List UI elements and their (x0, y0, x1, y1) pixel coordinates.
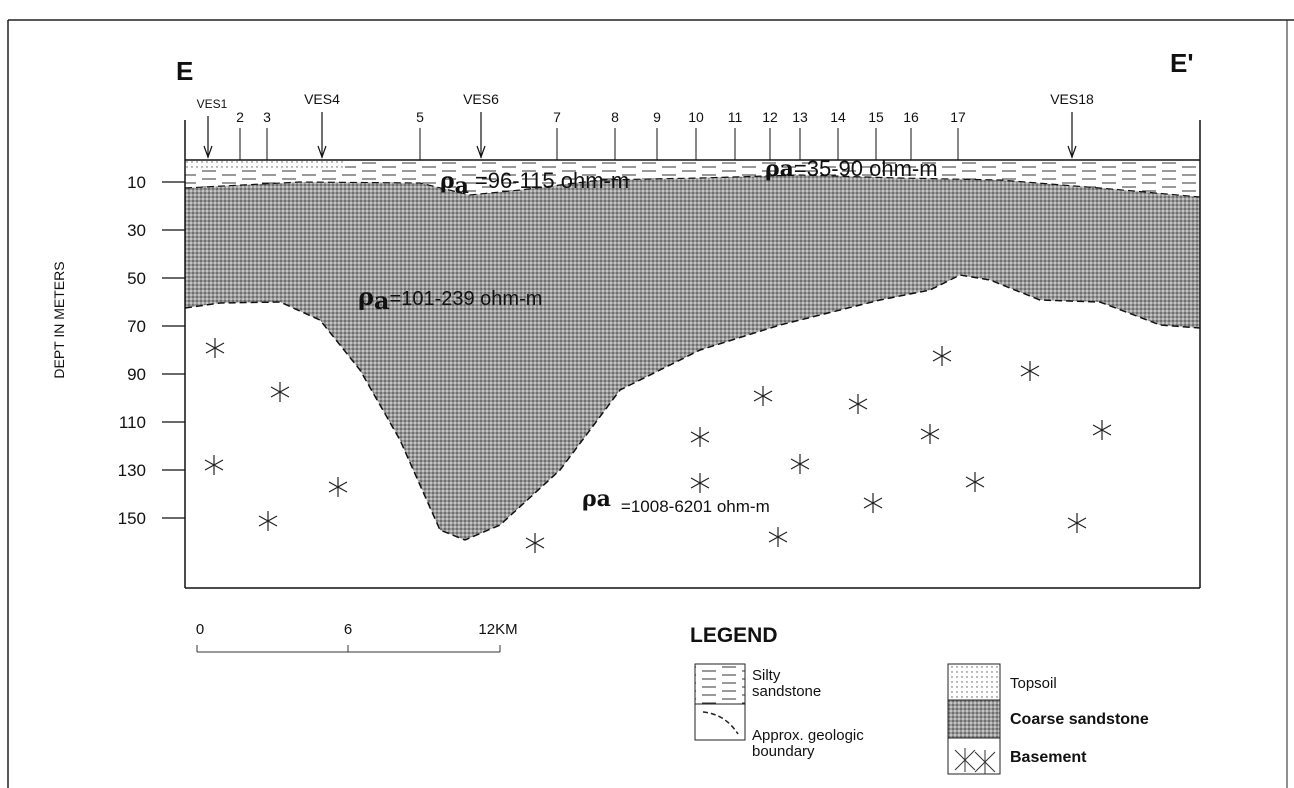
basement-star (204, 455, 224, 475)
basement-star (1067, 513, 1087, 533)
station-label: 9 (653, 109, 661, 125)
legend-text: Basement (1010, 749, 1087, 766)
station-label: 10 (688, 109, 704, 125)
station-label: 5 (416, 109, 424, 125)
depth-axis-title: DEPT IN METERS (51, 261, 67, 378)
depth-label: 30 (127, 221, 146, 240)
rho-subscript: a (455, 173, 469, 199)
rho-value: =1008-6201 ohm-m (621, 497, 770, 516)
station-label: 7 (553, 109, 561, 125)
basement-star (768, 527, 788, 547)
depth-label: 90 (127, 365, 146, 384)
station-label: VES6 (463, 91, 499, 107)
basement-star (690, 427, 710, 447)
legend-text: Coarse sandstone (1010, 711, 1149, 728)
legend-swatch (947, 699, 1001, 739)
coarse-sandstone-layer (185, 175, 1200, 540)
legend-basement-symbol (954, 748, 996, 774)
legend-title: LEGEND (690, 624, 778, 647)
legend-text: Topsoil (1010, 675, 1057, 692)
basement-star (525, 533, 545, 553)
rho-value: =101-239 ohm-m (390, 288, 543, 310)
legend-text: sandstone (752, 683, 821, 700)
station-label: 8 (611, 109, 619, 125)
depth-label: 110 (119, 413, 146, 432)
station-label: 17 (950, 109, 966, 125)
legend-swatch (947, 663, 1001, 701)
station-label: 12 (762, 109, 778, 125)
station-label: VES1 (197, 97, 228, 111)
rho-subscript: a (597, 486, 611, 512)
rho-symbol: ρ (582, 486, 597, 512)
legend-swatch (694, 703, 746, 741)
rho-symbol: ρ (765, 156, 780, 182)
basement-star (790, 454, 810, 474)
scale-label: 6 (344, 621, 352, 638)
depth-label: 70 (127, 317, 146, 336)
basement-star (863, 493, 883, 513)
rho-subscript: a (374, 286, 390, 315)
rho-value: =35-90 ohm-m (794, 156, 938, 181)
station-label: 15 (868, 109, 884, 125)
legend-text: Silty (752, 667, 781, 684)
basement-star (1020, 361, 1040, 381)
rho-symbol: ρ (358, 282, 374, 311)
resistivity-label: ρa=101-239 ohm-m (358, 282, 542, 315)
scale-label: 12KM (478, 621, 517, 638)
arrow-head (203, 145, 213, 159)
legend-text: Approx. geologic (752, 727, 864, 744)
rho-subscript: a (780, 156, 794, 182)
resistivity-label: ρa =96-115 ohm-m (440, 168, 629, 199)
resistivity-label: ρa=35-90 ohm-m (765, 156, 938, 182)
depth-label: 50 (127, 269, 146, 288)
depth-label: 130 (118, 461, 146, 480)
arrow-head (476, 145, 486, 159)
station-label: 2 (236, 109, 244, 125)
station-label: VES4 (304, 91, 340, 107)
rho-symbol: ρ (440, 168, 455, 194)
basement-boundary (184, 274, 1201, 541)
depth-label: 150 (118, 509, 146, 528)
basement-star (932, 346, 952, 366)
resistivity-label: ρa =1008-6201 ohm-m (582, 486, 770, 516)
station-label: 16 (903, 109, 919, 125)
right-label: E' (1170, 48, 1194, 78)
basement-star (753, 386, 773, 406)
arrow-head (317, 145, 327, 159)
rho-value: =96-115 ohm-m (475, 168, 629, 193)
arrow-head (1067, 145, 1077, 159)
station-label: 13 (792, 109, 808, 125)
basement-star (258, 511, 278, 531)
basement-star (965, 472, 985, 492)
basement-symbols (204, 338, 1112, 553)
depth-label: 10 (127, 173, 146, 192)
basement-star (270, 382, 290, 402)
basement-star (328, 477, 348, 497)
legend-text: boundary (752, 743, 815, 760)
basement-star (920, 424, 940, 444)
station-label: 11 (728, 109, 743, 125)
station-label: 14 (830, 109, 846, 125)
topsoil-layer (185, 160, 345, 169)
basement-star (1092, 420, 1112, 440)
scale-label: 0 (196, 621, 204, 638)
sandstone-boundary (184, 174, 1201, 198)
basement-star (848, 394, 868, 414)
legend-boundary-symbol (702, 711, 739, 735)
basement-star (690, 473, 710, 493)
station-label: 3 (263, 109, 271, 125)
station-label: VES18 (1050, 91, 1094, 107)
legend-swatch (694, 663, 746, 705)
left-label: E (176, 56, 193, 86)
basement-star (205, 338, 225, 358)
